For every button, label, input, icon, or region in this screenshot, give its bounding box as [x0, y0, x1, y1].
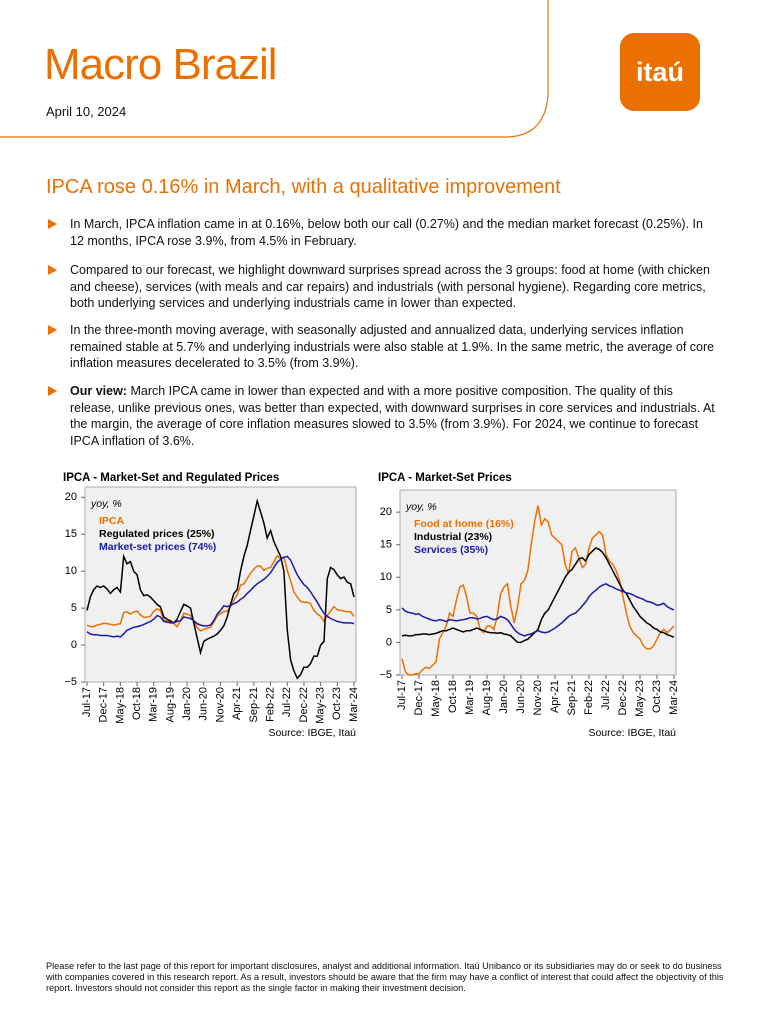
y-tick-label: −5	[64, 676, 77, 688]
bullet-text: March IPCA came in lower than expected a…	[70, 384, 715, 448]
x-tick-label: Mar-24	[668, 680, 680, 715]
y-tick-label: 10	[380, 571, 392, 583]
x-tick-label: Oct-23	[331, 687, 343, 720]
legend-entry: Industrial (23%)	[414, 531, 492, 543]
y-tick-label: 15	[65, 528, 77, 540]
series-line	[86, 554, 355, 632]
x-tick-label: Jan-20	[498, 680, 510, 714]
x-tick-label: Jun-20	[515, 680, 527, 714]
x-tick-label: May-23	[315, 687, 327, 724]
y-tick-label: 20	[65, 491, 77, 503]
plot-area	[84, 486, 357, 683]
x-tick-label: Dec-22	[617, 680, 629, 715]
x-tick-label: May-18	[114, 687, 126, 724]
y-tick-label: 20	[380, 506, 392, 518]
x-tick-label: Feb-22	[583, 680, 595, 715]
x-tick-label: Dec-22	[298, 687, 310, 722]
annotation: yoy, %	[90, 498, 122, 510]
series-line	[401, 582, 675, 637]
x-tick-label: Jun-20	[198, 687, 210, 721]
x-tick-label: Mar-24	[348, 687, 360, 722]
report-date: April 10, 2024	[46, 104, 127, 119]
chart-title: IPCA - Market-Set and Regulated Prices	[63, 472, 279, 484]
bullet: In March, IPCA inflation came in at 0.16…	[48, 216, 718, 249]
y-tick-label: 10	[65, 565, 77, 577]
y-tick-label: 15	[380, 539, 392, 551]
x-tick-label: Jul-22	[600, 680, 612, 710]
y-tick-label: −5	[379, 669, 392, 681]
x-tick-label: Oct-23	[651, 680, 663, 713]
logo: itaú	[620, 33, 700, 111]
x-tick-label: Dec-17	[413, 680, 425, 715]
x-tick-label: Nov-20	[214, 687, 226, 722]
bullet-text: Compared to our forecast, we highlight d…	[70, 263, 710, 310]
series-line	[86, 498, 355, 680]
plot-area	[399, 489, 677, 676]
legend-entry: IPCA	[99, 515, 125, 527]
series-line	[401, 547, 675, 644]
legend-entry: Food at home (16%)	[414, 518, 514, 530]
x-tick-label: Nov-20	[532, 680, 544, 715]
bullet-text: In the three-month moving average, with …	[70, 323, 715, 370]
y-tick-label: 5	[71, 602, 77, 614]
x-tick-label: May-18	[430, 680, 442, 717]
series-line	[86, 555, 355, 638]
x-tick-label: Jul-17	[396, 680, 408, 710]
x-tick-label: Dec-17	[98, 687, 110, 722]
bullet: Our view: March IPCA came in lower than …	[48, 383, 718, 449]
x-tick-label: Jul-22	[281, 687, 293, 717]
chart-title: IPCA - Market-Set Prices	[378, 472, 512, 484]
legend-entry: Regulated prices (25%)	[99, 528, 215, 540]
legend-entry: Services (35%)	[414, 544, 488, 556]
legend-entry: Market-set prices (74%)	[99, 541, 216, 553]
bullet: Compared to our forecast, we highlight d…	[48, 262, 718, 312]
bullet: In the three-month moving average, with …	[48, 322, 718, 372]
y-tick-label: 0	[71, 639, 77, 651]
report-title: Macro Brazil	[44, 40, 277, 89]
x-tick-label: Sep-21	[566, 680, 578, 715]
header-rule	[0, 0, 549, 138]
x-tick-label: Apr-21	[549, 680, 561, 713]
x-tick-label: Aug-19	[164, 687, 176, 722]
x-tick-label: May-23	[634, 680, 646, 717]
x-tick-label: Apr-21	[231, 687, 243, 720]
source: Source: IBGE, Itaú	[588, 727, 676, 739]
disclaimer: Please refer to the last page of this re…	[46, 961, 724, 993]
x-tick-label: Sep-21	[248, 687, 260, 722]
bullet-text: In March, IPCA inflation came in at 0.16…	[70, 217, 703, 248]
annotation: yoy, %	[405, 501, 437, 513]
bullet-lead: Our view:	[70, 384, 127, 398]
x-tick-label: Oct-18	[447, 680, 459, 713]
bullet-body: Our view: March IPCA came in lower than …	[70, 383, 718, 449]
y-tick-label: 5	[386, 604, 392, 616]
x-tick-label: Mar-19	[464, 680, 476, 715]
x-tick-label: Jan-20	[181, 687, 193, 721]
y-tick-label: 0	[386, 636, 392, 648]
x-tick-label: Jul-17	[81, 687, 93, 717]
x-tick-label: Mar-19	[148, 687, 160, 722]
headline: IPCA rose 0.16% in March, with a qualita…	[46, 176, 561, 198]
x-tick-label: Aug-19	[481, 680, 493, 715]
x-tick-label: Feb-22	[264, 687, 276, 722]
x-tick-label: Oct-18	[131, 687, 143, 720]
source: Source: IBGE, Itaú	[268, 727, 356, 739]
